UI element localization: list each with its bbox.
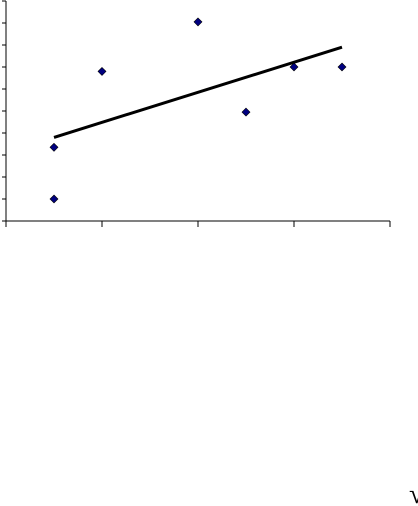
annotation: √ (409, 479, 418, 506)
point (337, 62, 347, 72)
point (97, 66, 107, 76)
point (49, 194, 59, 204)
point (241, 107, 251, 117)
trendline (53, 45, 343, 139)
point (193, 17, 203, 27)
point (49, 142, 59, 152)
point (289, 62, 299, 72)
